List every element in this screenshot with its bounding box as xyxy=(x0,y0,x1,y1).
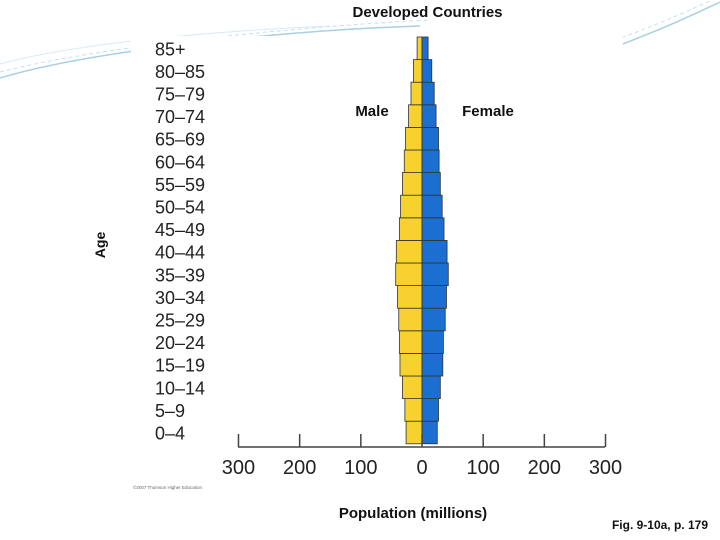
age-label: 70–74 xyxy=(155,107,205,127)
male-bar xyxy=(397,285,423,309)
male-bar xyxy=(395,239,423,264)
female-bar xyxy=(421,194,443,219)
x-axis-label: Population (millions) xyxy=(339,505,487,522)
male-bar xyxy=(416,36,423,61)
male-bar xyxy=(398,330,423,354)
female-bar xyxy=(421,149,440,174)
age-label: 35–39 xyxy=(155,265,205,285)
female-bar xyxy=(421,352,444,377)
age-label: 65–69 xyxy=(155,130,205,150)
male-bar xyxy=(395,262,423,287)
age-label: 55–59 xyxy=(155,175,205,195)
x-axis: 300 200 100 0 100 200 300 xyxy=(222,434,622,479)
bars-group xyxy=(395,36,449,445)
female-bar xyxy=(421,104,437,128)
plot-background xyxy=(131,36,623,492)
male-bar xyxy=(405,420,423,445)
male-bar xyxy=(410,81,423,106)
x-tick-label: 100 xyxy=(466,457,499,479)
age-label: 85+ xyxy=(155,39,186,59)
x-tick-label: 0 xyxy=(416,457,427,479)
male-bar xyxy=(413,59,423,83)
male-bar xyxy=(398,307,423,332)
female-bar xyxy=(421,81,435,106)
age-label: 20–24 xyxy=(155,333,205,353)
age-label: 25–29 xyxy=(155,311,205,331)
female-bar xyxy=(421,36,429,61)
female-bar xyxy=(421,285,447,309)
female-bar xyxy=(421,59,433,83)
female-bar xyxy=(421,239,448,264)
male-bar xyxy=(402,172,423,196)
male-bar xyxy=(399,352,423,377)
y-axis-label: Age xyxy=(92,232,108,259)
figure-caption: Fig. 9-10a, p. 179 xyxy=(611,518,708,532)
male-bar xyxy=(405,127,423,151)
female-bar xyxy=(421,172,441,196)
age-label: 75–79 xyxy=(155,85,205,105)
age-label: 10–14 xyxy=(155,378,205,398)
female-bar xyxy=(421,398,439,422)
male-bar xyxy=(400,194,423,219)
age-label: 60–64 xyxy=(155,152,205,172)
legend-male: Male xyxy=(355,103,388,120)
male-bar xyxy=(403,149,423,174)
age-label: 5–9 xyxy=(155,401,185,421)
male-bar xyxy=(408,104,423,128)
age-label: 30–34 xyxy=(155,288,205,308)
age-label: 80–85 xyxy=(155,62,205,82)
female-bar xyxy=(421,330,444,354)
female-bar xyxy=(421,375,441,400)
age-label: 50–54 xyxy=(155,198,205,218)
age-label: 45–49 xyxy=(155,220,205,240)
x-tick-label: 300 xyxy=(222,457,255,479)
female-bar xyxy=(421,217,445,241)
male-bar xyxy=(404,398,423,422)
female-bar xyxy=(421,262,449,287)
male-bar xyxy=(402,375,423,400)
x-tick-label: 200 xyxy=(283,457,316,479)
legend-female: Female xyxy=(462,103,514,120)
male-bar xyxy=(398,217,423,241)
age-label: 15–19 xyxy=(155,356,205,376)
age-label: 0–4 xyxy=(155,424,185,444)
female-bar xyxy=(421,420,438,445)
x-tick-label: 200 xyxy=(528,457,561,479)
x-tick-label: 300 xyxy=(589,457,622,479)
age-label: 40–44 xyxy=(155,243,205,263)
x-tick-label: 100 xyxy=(344,457,377,479)
female-bar xyxy=(421,127,439,151)
copyright-text: ©2007 Thomson Higher Education xyxy=(133,484,203,490)
slide-title: Developed Countries xyxy=(352,4,503,21)
female-bar xyxy=(421,307,446,332)
